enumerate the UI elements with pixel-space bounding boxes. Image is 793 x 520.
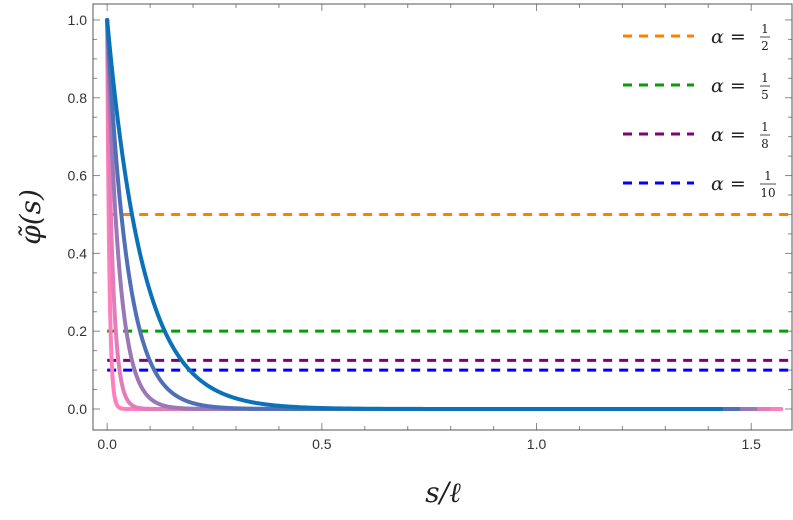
- reference-lines: [107, 212, 792, 372]
- y-axis-label: φ̃(s): [14, 189, 47, 245]
- legend-item: α = 1 8: [623, 120, 770, 151]
- legend-denominator: 10: [760, 186, 775, 200]
- legend-denominator: 2: [761, 39, 769, 53]
- x-tick-label: 1.5: [741, 436, 761, 452]
- curve-0: [105, 17, 724, 411]
- legend-numerator: 1: [764, 169, 772, 183]
- legend-numerator: 1: [761, 71, 769, 85]
- legend: α = 1 2 α = 1 5 α = 1 8 α = 1 10: [623, 22, 776, 200]
- curves: [105, 17, 784, 411]
- plot-frame: [92, 3, 793, 431]
- legend-label: α =: [711, 75, 746, 97]
- legend-numerator: 1: [761, 120, 769, 134]
- y-tick-label: 0.0: [68, 401, 88, 417]
- y-tick-label: 0.6: [68, 168, 88, 184]
- legend-denominator: 8: [761, 137, 769, 151]
- y-tick-label: 0.8: [68, 90, 88, 106]
- legend-label: α =: [711, 124, 746, 146]
- y-tick-label: 0.2: [68, 323, 88, 339]
- x-tick-label: 0.0: [97, 436, 117, 452]
- legend-label: α =: [711, 26, 746, 48]
- ticks: 0.0 0.5 1.0 1.5 0.0 0.2 0.4 0.6 0.8 1.0: [68, 4, 792, 452]
- y-tick-label: 1.0: [68, 12, 88, 28]
- x-tick-label: 0.5: [312, 436, 332, 452]
- y-tick-label: 0.4: [68, 245, 88, 261]
- legend-numerator: 1: [761, 22, 769, 36]
- x-axis-label: s/ℓ: [425, 476, 461, 509]
- legend-item: α = 1 2: [623, 22, 770, 53]
- legend-label: α =: [711, 173, 746, 195]
- legend-denominator: 5: [761, 88, 769, 102]
- legend-item: α = 1 10: [623, 169, 776, 200]
- x-tick-label: 1.0: [527, 436, 547, 452]
- legend-item: α = 1 5: [623, 71, 770, 102]
